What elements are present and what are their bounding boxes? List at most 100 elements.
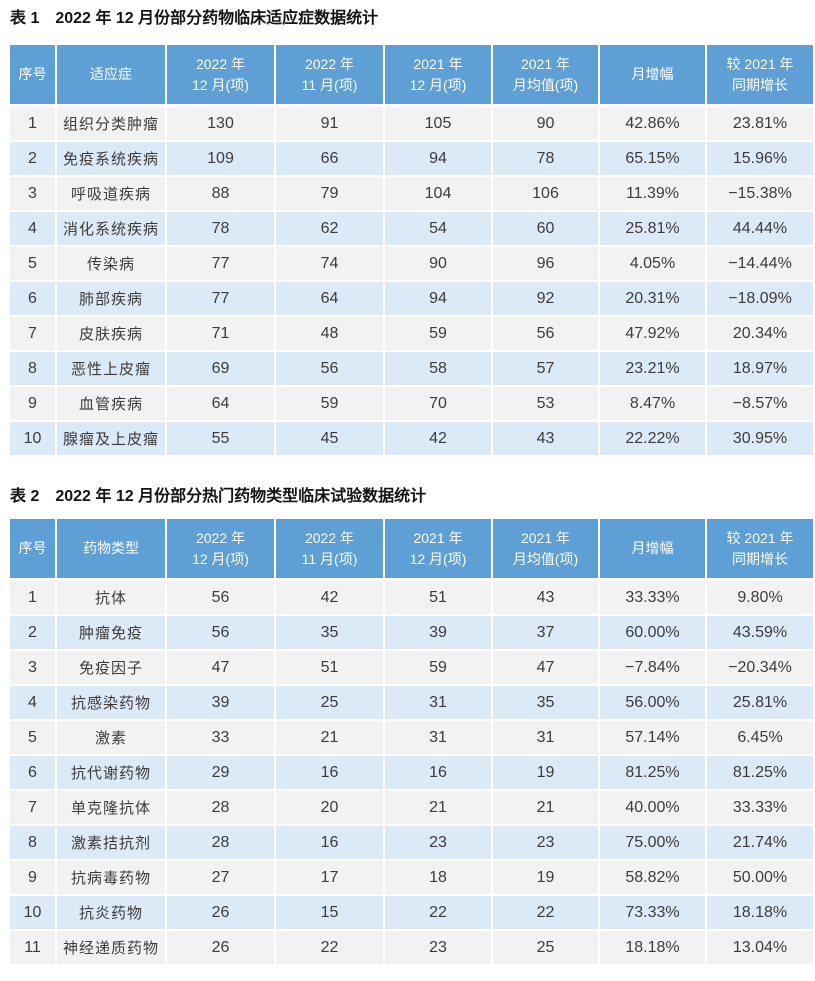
value-cell: 66 — [276, 142, 385, 177]
value-cell: 26 — [167, 931, 276, 966]
value-cell: 6 — [10, 282, 57, 317]
value-cell: 57 — [493, 352, 600, 387]
value-cell: 70 — [385, 387, 493, 422]
value-cell: 27 — [167, 861, 276, 896]
value-cell: 3 — [10, 177, 57, 212]
value-cell: 31 — [385, 686, 493, 721]
table-caption: 表 1 2022 年 12 月份部分药物临床适应症数据统计 — [10, 8, 815, 30]
value-cell: 81.25% — [600, 756, 707, 791]
value-cell: 16 — [276, 756, 385, 791]
value-cell: 105 — [385, 107, 493, 142]
value-cell: 91 — [276, 107, 385, 142]
value-cell: 22 — [276, 931, 385, 966]
column-header-line: 2021 年 — [520, 529, 571, 546]
value-cell: 42 — [385, 422, 493, 457]
value-cell: 2 — [10, 616, 57, 651]
column-header: 较 2021 年同期增长 — [707, 519, 813, 581]
column-header: 月增幅 — [600, 519, 707, 581]
value-cell: 59 — [276, 387, 385, 422]
value-cell: 1 — [10, 107, 57, 142]
value-cell: 88 — [167, 177, 276, 212]
name-cell: 腺瘤及上皮瘤 — [57, 422, 167, 457]
value-cell: 90 — [493, 107, 600, 142]
value-cell: 104 — [385, 177, 493, 212]
value-cell: 43 — [493, 581, 600, 616]
value-cell: 23 — [385, 931, 493, 966]
value-cell: 37 — [493, 616, 600, 651]
column-header-line: 同期增长 — [732, 76, 788, 93]
value-cell: 47 — [493, 651, 600, 686]
name-cell: 肺部疾病 — [57, 282, 167, 317]
value-cell: 18 — [385, 861, 493, 896]
value-cell: 31 — [493, 721, 600, 756]
value-cell: 42 — [276, 581, 385, 616]
name-cell: 免疫因子 — [57, 651, 167, 686]
table-row: 7 单克隆抗体 28 20 21 21 40.00% 33.33% — [10, 791, 813, 826]
value-cell: 11 — [10, 931, 57, 966]
table-row: 3 呼吸道疾病 88 79 104 106 11.39% −15.38% — [10, 177, 813, 212]
value-cell: 56 — [167, 581, 276, 616]
value-cell: 26 — [167, 896, 276, 931]
value-cell: 8 — [10, 352, 57, 387]
name-cell: 抗炎药物 — [57, 896, 167, 931]
value-cell: 20.34% — [707, 317, 813, 352]
value-cell: 33 — [167, 721, 276, 756]
column-header-line: 2022 年 — [195, 529, 246, 546]
value-cell: 19 — [493, 861, 600, 896]
value-cell: 29 — [167, 756, 276, 791]
value-cell: 16 — [276, 826, 385, 861]
name-cell: 抗代谢药物 — [57, 756, 167, 791]
value-cell: −15.38% — [707, 177, 813, 212]
table-caption: 表 2 2022 年 12 月份部分热门药物类型临床试验数据统计 — [10, 486, 815, 508]
table-row: 9 抗病毒药物 27 17 18 19 58.82% 50.00% — [10, 861, 813, 896]
value-cell: 33.33% — [707, 791, 813, 826]
value-cell: 22.22% — [600, 422, 707, 457]
table-row: 3 免疫因子 47 51 59 47 −7.84% −20.34% — [10, 651, 813, 686]
value-cell: 64 — [167, 387, 276, 422]
value-cell: 28 — [167, 826, 276, 861]
value-cell: −18.09% — [707, 282, 813, 317]
value-cell: 43 — [493, 422, 600, 457]
value-cell: 25 — [276, 686, 385, 721]
value-cell: 78 — [167, 212, 276, 247]
value-cell: 8 — [10, 826, 57, 861]
table-row: 5 传染病 77 74 90 96 4.05% −14.44% — [10, 247, 813, 282]
value-cell: 96 — [493, 247, 600, 282]
column-header: 2022 年 11 月(项) — [276, 45, 385, 107]
value-cell: 15 — [276, 896, 385, 931]
table-row: 4 消化系统疾病 78 62 54 60 25.81% 44.44% — [10, 212, 813, 247]
value-cell: 10 — [10, 422, 57, 457]
value-cell: 60.00% — [600, 616, 707, 651]
value-cell: 53 — [493, 387, 600, 422]
column-header-line: 2022 年 — [304, 529, 355, 546]
column-header-line: 12 月(项) — [409, 550, 467, 567]
value-cell: 22 — [385, 896, 493, 931]
value-cell: −8.57% — [707, 387, 813, 422]
header-row: 序号 药物类型 2022 年 12 月(项) 2022 年 11 月(项) 2021 年 12… — [10, 519, 813, 581]
name-cell: 皮肤疾病 — [57, 317, 167, 352]
value-cell: 65.15% — [600, 142, 707, 177]
value-cell: 130 — [167, 107, 276, 142]
value-cell: 42.86% — [600, 107, 707, 142]
name-cell: 抗体 — [57, 581, 167, 616]
column-header-line: 适应症 — [90, 66, 132, 82]
table-title: 2022 年 12 月份部分热门药物类型临床试验数据统计 — [55, 488, 427, 505]
value-cell: 106 — [493, 177, 600, 212]
table-section-2: 表 2 2022 年 12 月份部分热门药物类型临床试验数据统计 序号 药物类型 202… — [10, 486, 815, 966]
value-cell: 62 — [276, 212, 385, 247]
column-header: 2021 年 12 月(项) — [385, 519, 493, 581]
value-cell: 23.21% — [600, 352, 707, 387]
column-header: 2021 年月均值(项) — [493, 45, 600, 107]
table-row: 1 组织分类肿瘤 130 91 105 90 42.86% 23.81% — [10, 107, 813, 142]
column-header-line: 月增幅 — [631, 540, 674, 556]
column-header-line: 2021 年 — [520, 55, 571, 72]
value-cell: 47 — [167, 651, 276, 686]
value-cell: 16 — [385, 756, 493, 791]
table-row: 8 恶性上皮瘤 69 56 58 57 23.21% 18.97% — [10, 352, 813, 387]
value-cell: 10 — [10, 896, 57, 931]
header-row: 序号 适应症 2022 年 12 月(项) 2022 年 11 月(项) 2021 年 12 … — [10, 45, 813, 107]
value-cell: 73.33% — [600, 896, 707, 931]
value-cell: 56 — [276, 352, 385, 387]
column-header-line: 2022 年 — [304, 55, 355, 72]
value-cell: 22 — [493, 896, 600, 931]
